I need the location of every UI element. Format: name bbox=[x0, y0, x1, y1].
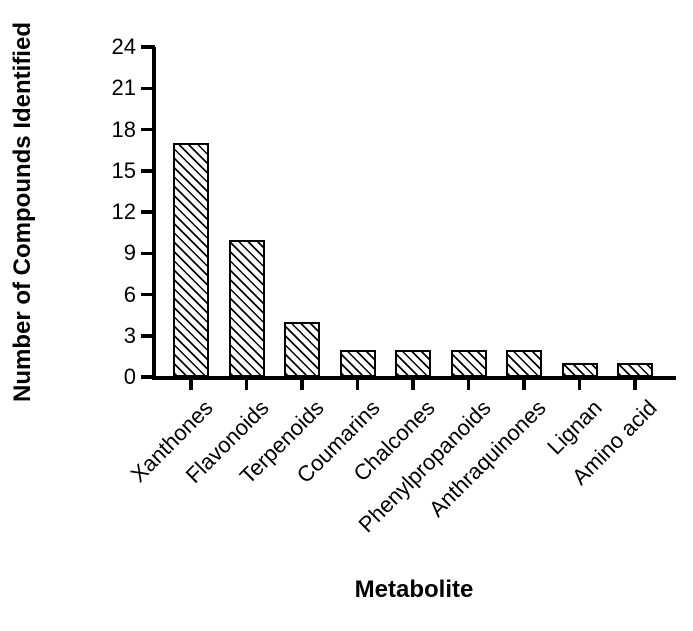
y-tick-mark bbox=[141, 210, 155, 214]
x-tick-mark bbox=[633, 377, 637, 390]
x-tick-mark bbox=[244, 377, 249, 390]
y-tick-label: 15 bbox=[111, 157, 136, 183]
y-tick-label: 9 bbox=[123, 240, 136, 266]
bar-flavonoids bbox=[228, 239, 265, 377]
y-tick-label: 24 bbox=[111, 34, 136, 59]
bar-phenylpropanoids bbox=[450, 349, 487, 377]
bar-anthraquinones bbox=[506, 349, 542, 377]
x-tick-mark bbox=[466, 377, 471, 390]
y-tick-mark bbox=[141, 127, 155, 132]
bar-amino-acid bbox=[617, 363, 653, 377]
y-tick-label: 3 bbox=[123, 322, 136, 348]
y-tick-mark bbox=[141, 86, 155, 90]
bar-lignan bbox=[561, 363, 598, 377]
y-tick-mark bbox=[141, 375, 155, 379]
y-tick-mark bbox=[141, 251, 155, 255]
x-tick-mark bbox=[411, 377, 415, 390]
y-axis-title: Number of Compounds Identified bbox=[9, 22, 36, 402]
y-tick-label: 21 bbox=[111, 75, 136, 101]
y-tick-mark bbox=[141, 334, 155, 338]
y-tick-label: 18 bbox=[111, 116, 136, 142]
y-tick-label: 6 bbox=[123, 281, 136, 307]
bar-terpenoids bbox=[284, 322, 320, 377]
x-tick-mark bbox=[189, 377, 193, 390]
x-tick-mark bbox=[577, 377, 582, 390]
y-tick-label: 12 bbox=[111, 199, 136, 224]
y-tick-mark bbox=[141, 45, 155, 49]
x-tick-mark bbox=[355, 377, 360, 390]
y-tick-mark bbox=[141, 169, 155, 173]
bar-xanthones bbox=[173, 143, 209, 377]
bar-chalcones bbox=[395, 349, 431, 377]
x-tick-mark bbox=[300, 377, 304, 390]
x-tick-mark bbox=[522, 377, 526, 390]
x-axis-title: Metabolite bbox=[354, 576, 474, 603]
y-tick-mark bbox=[141, 292, 155, 297]
y-tick-label: 0 bbox=[123, 364, 136, 389]
bar-coumarins bbox=[339, 349, 376, 377]
